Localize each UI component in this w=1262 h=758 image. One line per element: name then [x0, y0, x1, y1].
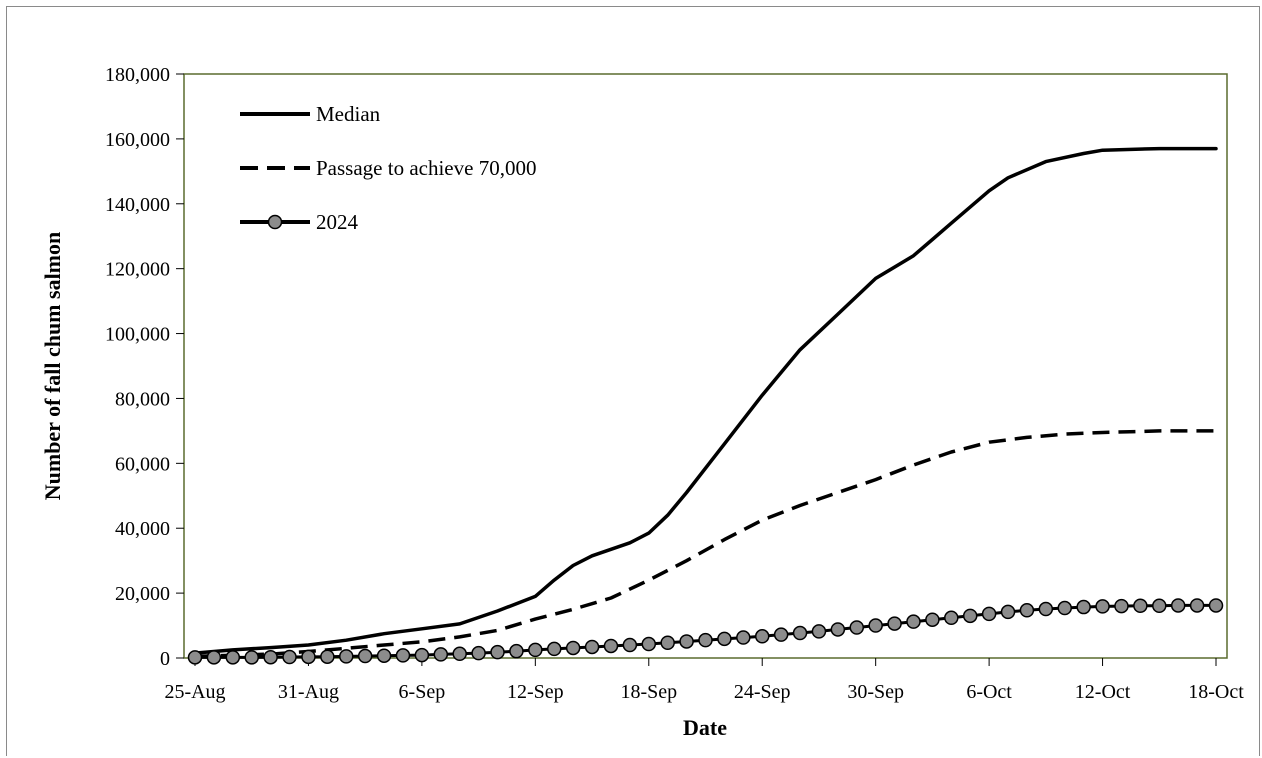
x-tick-label: 18-Sep	[620, 681, 677, 703]
series-point-2024	[925, 612, 940, 627]
y-axis-title: Number of fall chum salmon	[40, 232, 65, 501]
series-point-2024	[357, 648, 373, 664]
series-point-2024	[1133, 598, 1148, 614]
y-tick-label: 80,000	[115, 388, 170, 410]
series-point-2024	[1208, 598, 1224, 613]
series-point-2024	[206, 650, 222, 665]
x-tick-label: 30-Sep	[847, 681, 904, 703]
y-tick-label: 0	[160, 648, 170, 670]
series-point-2024	[773, 627, 789, 642]
series-point-2024	[301, 649, 316, 665]
series-point-2024	[584, 639, 600, 655]
series-point-2024	[546, 641, 562, 657]
series-point-2024	[1114, 598, 1129, 614]
series-line-passage-to-achieve-70-000	[194, 429, 1216, 659]
y-tick-label: 180,000	[105, 64, 170, 86]
series-point-2024	[282, 649, 297, 665]
y-axis: 0 20,000 40,000 60,000 80,000 100,000 120,000 1…	[105, 64, 184, 670]
series-point-2024	[717, 631, 732, 647]
series-point-2024	[1000, 604, 1016, 620]
x-axis: 25-Aug 31-Aug 6-Sep 12-Sep 18-Sep 24-Sep 30-Se…	[164, 658, 1244, 703]
x-tick-label: 12-Sep	[507, 681, 564, 703]
x-tick-label: 31-Aug	[278, 681, 339, 703]
series-point-2024	[811, 624, 827, 639]
x-tick-label: 24-Sep	[734, 681, 791, 703]
series-point-2024	[698, 632, 713, 648]
x-axis-title: Date	[683, 715, 727, 740]
x-tick-label: 12-Oct	[1075, 681, 1131, 703]
legend: Median Passage to achieve 70,000 2024	[240, 102, 536, 234]
series-point-2024	[962, 608, 978, 624]
series-line-median	[193, 146, 1218, 655]
series-point-2024	[679, 634, 694, 649]
legend-label: 2024	[316, 210, 359, 234]
series-point-2024	[433, 647, 449, 662]
series-point-2024	[339, 649, 354, 664]
series-point-2024	[1095, 599, 1110, 614]
series-point-2024	[603, 638, 619, 654]
series-point-2024	[1189, 598, 1205, 613]
plot-area-border	[183, 73, 1228, 659]
series-point-2024	[414, 647, 430, 663]
series-point-2024	[981, 606, 997, 622]
y-tick-label: 100,000	[105, 324, 170, 346]
series-point-2024	[244, 650, 259, 665]
series-point-2024	[1076, 599, 1091, 615]
y-tick-label: 140,000	[105, 194, 170, 216]
series-point-2024	[944, 610, 959, 626]
series-point-2024	[187, 650, 203, 665]
series-point-2024	[1152, 598, 1167, 614]
x-tick-label: 6-Oct	[966, 681, 1012, 703]
legend-label: Passage to achieve 70,000	[316, 156, 536, 180]
series-point-2024	[830, 622, 846, 637]
series-point-2024	[1038, 601, 1054, 617]
y-tick-label: 120,000	[105, 259, 170, 281]
series-point-2024	[490, 644, 505, 660]
series-point-2024	[263, 649, 278, 665]
series-point-2024	[622, 637, 638, 653]
legend-marker-2024	[267, 214, 283, 230]
series-point-2024	[849, 620, 865, 635]
series-point-2024	[1019, 603, 1035, 618]
series-point-2024	[1170, 598, 1186, 613]
chart-frame	[6, 6, 1260, 756]
series-point-2024	[452, 646, 467, 662]
series-point-2024	[565, 640, 581, 656]
series-point-2024	[320, 649, 335, 664]
x-tick-label: 18-Oct	[1188, 681, 1244, 703]
series-point-2024	[225, 650, 241, 665]
x-tick-label: 6-Sep	[399, 681, 446, 703]
series-point-2024	[660, 635, 675, 651]
series-point-2024	[868, 618, 883, 633]
y-tick-label: 160,000	[105, 129, 170, 151]
series-point-2024	[641, 636, 657, 652]
x-tick-label: 25-Aug	[164, 681, 225, 703]
series-layer	[187, 146, 1224, 665]
series-point-2024	[736, 630, 751, 645]
series-point-2024	[376, 648, 392, 663]
series-point-2024	[887, 616, 902, 631]
y-tick-label: 20,000	[115, 583, 170, 605]
y-tick-label: 40,000	[115, 518, 170, 540]
series-point-2024	[528, 642, 543, 658]
series-point-2024	[906, 614, 921, 629]
legend-label: Median	[316, 102, 381, 126]
y-tick-label: 60,000	[115, 453, 170, 475]
series-point-2024	[1057, 600, 1072, 616]
series-point-2024	[792, 625, 808, 641]
series-point-2024	[754, 629, 770, 644]
series-point-2024	[471, 645, 486, 661]
series-point-2024	[509, 643, 524, 659]
series-point-2024	[395, 648, 411, 663]
